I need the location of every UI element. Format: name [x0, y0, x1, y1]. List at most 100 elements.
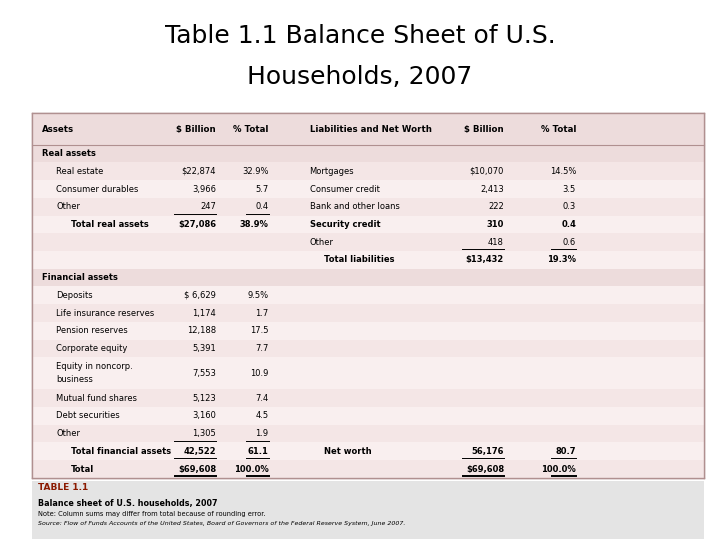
- Text: Mutual fund shares: Mutual fund shares: [56, 394, 137, 403]
- Text: Liabilities and Net Worth: Liabilities and Net Worth: [310, 125, 431, 133]
- Text: 100.0%: 100.0%: [541, 464, 576, 474]
- Text: Net worth: Net worth: [324, 447, 372, 456]
- Text: 3,160: 3,160: [192, 411, 216, 420]
- FancyBboxPatch shape: [32, 407, 704, 425]
- Text: Other: Other: [56, 202, 80, 211]
- Text: Total liabilities: Total liabilities: [324, 255, 395, 265]
- Text: Security credit: Security credit: [310, 220, 380, 229]
- Text: Source: Flow of Funds Accounts of the United States, Board of Governors of the F: Source: Flow of Funds Accounts of the Un…: [38, 521, 405, 525]
- Text: Households, 2007: Households, 2007: [248, 65, 472, 89]
- FancyBboxPatch shape: [32, 389, 704, 407]
- Text: 38.9%: 38.9%: [240, 220, 269, 229]
- Text: 310: 310: [487, 220, 504, 229]
- Text: 7.4: 7.4: [256, 394, 269, 403]
- Text: $22,874: $22,874: [181, 167, 216, 176]
- Text: business: business: [56, 375, 93, 383]
- FancyBboxPatch shape: [32, 180, 704, 198]
- Text: Assets: Assets: [42, 125, 74, 133]
- Text: Pension reserves: Pension reserves: [56, 326, 128, 335]
- Text: 12,188: 12,188: [187, 326, 216, 335]
- FancyBboxPatch shape: [32, 442, 704, 460]
- FancyBboxPatch shape: [32, 269, 704, 287]
- Text: 80.7: 80.7: [556, 447, 576, 456]
- Text: 1,305: 1,305: [192, 429, 216, 438]
- Text: Financial assets: Financial assets: [42, 273, 117, 282]
- Text: 100.0%: 100.0%: [234, 464, 269, 474]
- Text: 1.7: 1.7: [256, 308, 269, 318]
- FancyBboxPatch shape: [32, 113, 704, 478]
- FancyBboxPatch shape: [32, 357, 704, 389]
- FancyBboxPatch shape: [32, 287, 704, 304]
- Text: 19.3%: 19.3%: [547, 255, 576, 265]
- Text: % Total: % Total: [541, 125, 576, 133]
- FancyBboxPatch shape: [32, 145, 704, 163]
- Text: 1.9: 1.9: [256, 429, 269, 438]
- Text: Real estate: Real estate: [56, 167, 104, 176]
- Text: Other: Other: [56, 429, 80, 438]
- Text: Life insurance reserves: Life insurance reserves: [56, 308, 154, 318]
- Text: 0.6: 0.6: [563, 238, 576, 247]
- Text: $13,432: $13,432: [466, 255, 504, 265]
- Text: Total real assets: Total real assets: [71, 220, 148, 229]
- Text: 42,522: 42,522: [184, 447, 216, 456]
- Text: % Total: % Total: [233, 125, 269, 133]
- Text: $27,086: $27,086: [178, 220, 216, 229]
- Text: Debt securities: Debt securities: [56, 411, 120, 420]
- Text: Equity in noncorp.: Equity in noncorp.: [56, 362, 133, 372]
- Text: 61.1: 61.1: [248, 447, 269, 456]
- Text: Balance sheet of U.S. households, 2007: Balance sheet of U.S. households, 2007: [38, 499, 217, 508]
- FancyBboxPatch shape: [32, 460, 704, 478]
- FancyBboxPatch shape: [32, 425, 704, 442]
- FancyBboxPatch shape: [32, 481, 704, 539]
- Text: 247: 247: [200, 202, 216, 211]
- Text: 56,176: 56,176: [472, 447, 504, 456]
- Text: 5,123: 5,123: [192, 394, 216, 403]
- Text: 32.9%: 32.9%: [242, 167, 269, 176]
- Text: Bank and other loans: Bank and other loans: [310, 202, 400, 211]
- Text: 7,553: 7,553: [192, 369, 216, 378]
- Text: 418: 418: [488, 238, 504, 247]
- Text: Consumer durables: Consumer durables: [56, 185, 138, 193]
- Text: Total financial assets: Total financial assets: [71, 447, 171, 456]
- Text: $ Billion: $ Billion: [176, 125, 216, 133]
- Text: Table 1.1 Balance Sheet of U.S.: Table 1.1 Balance Sheet of U.S.: [165, 24, 555, 48]
- Text: 14.5%: 14.5%: [549, 167, 576, 176]
- Text: Consumer credit: Consumer credit: [310, 185, 379, 193]
- Text: Total: Total: [71, 464, 94, 474]
- Text: Other: Other: [310, 238, 333, 247]
- FancyBboxPatch shape: [32, 322, 704, 340]
- Text: $ 6,629: $ 6,629: [184, 291, 216, 300]
- FancyBboxPatch shape: [32, 233, 704, 251]
- Text: TABLE 1.1: TABLE 1.1: [38, 483, 89, 492]
- Text: 4.5: 4.5: [256, 411, 269, 420]
- Text: 7.7: 7.7: [255, 344, 269, 353]
- Text: 222: 222: [488, 202, 504, 211]
- Text: 5.7: 5.7: [256, 185, 269, 193]
- FancyBboxPatch shape: [32, 198, 704, 215]
- Text: 3,966: 3,966: [192, 185, 216, 193]
- Text: 9.5%: 9.5%: [248, 291, 269, 300]
- Text: 2,413: 2,413: [480, 185, 504, 193]
- FancyBboxPatch shape: [32, 163, 704, 180]
- Text: 5,391: 5,391: [192, 344, 216, 353]
- FancyBboxPatch shape: [32, 251, 704, 269]
- Text: $ Billion: $ Billion: [464, 125, 504, 133]
- FancyBboxPatch shape: [32, 340, 704, 357]
- Text: 0.4: 0.4: [561, 220, 576, 229]
- Text: Deposits: Deposits: [56, 291, 93, 300]
- Text: 17.5: 17.5: [250, 326, 269, 335]
- FancyBboxPatch shape: [32, 113, 704, 145]
- Text: Real assets: Real assets: [42, 149, 96, 158]
- Text: Corporate equity: Corporate equity: [56, 344, 127, 353]
- Text: $69,608: $69,608: [466, 464, 504, 474]
- Text: 10.9: 10.9: [250, 369, 269, 378]
- Text: $69,608: $69,608: [178, 464, 216, 474]
- Text: Note: Column sums may differ from total because of rounding error.: Note: Column sums may differ from total …: [38, 511, 266, 517]
- Text: 0.4: 0.4: [256, 202, 269, 211]
- Text: 1,174: 1,174: [192, 308, 216, 318]
- Text: 3.5: 3.5: [563, 185, 576, 193]
- Text: Mortgages: Mortgages: [310, 167, 354, 176]
- Text: 0.3: 0.3: [563, 202, 576, 211]
- FancyBboxPatch shape: [32, 215, 704, 233]
- FancyBboxPatch shape: [32, 304, 704, 322]
